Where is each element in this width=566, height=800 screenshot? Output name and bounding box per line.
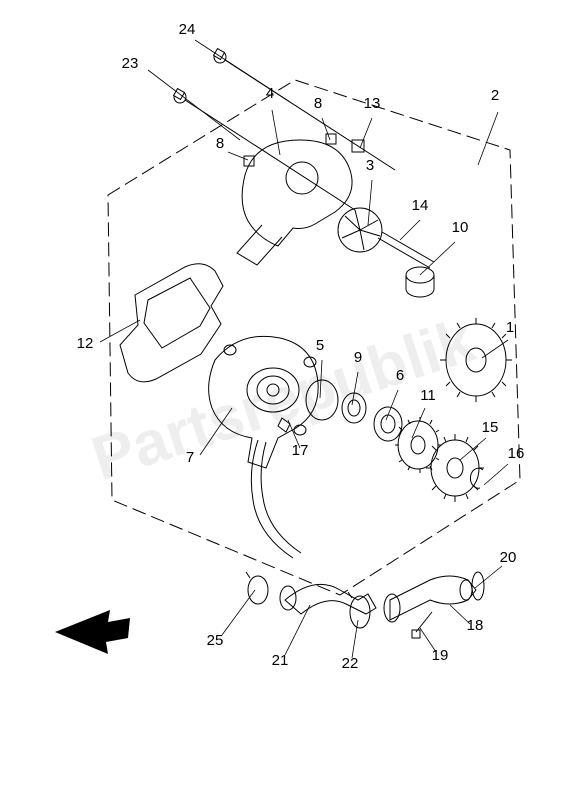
callout-14: 14 xyxy=(412,197,429,214)
callout-6: 6 xyxy=(396,367,404,384)
callout-17: 17 xyxy=(292,442,309,459)
clamp-25 xyxy=(246,572,268,604)
callout-5: 5 xyxy=(316,337,324,354)
callout-22: 22 xyxy=(342,655,359,672)
callout-16: 16 xyxy=(508,445,525,462)
callout-13: 13 xyxy=(364,95,381,112)
callout-19: 19 xyxy=(432,647,449,664)
callout-10: 10 xyxy=(452,219,469,236)
dashed-boundary xyxy=(108,80,520,595)
callout-23: 23 xyxy=(122,55,139,72)
gear-15 xyxy=(426,434,484,502)
callout-15: 15 xyxy=(482,419,499,436)
seal-10 xyxy=(406,267,434,297)
callout-21: 21 xyxy=(272,652,289,669)
diagram-canvas: 2423488132314101275961111516172018192221… xyxy=(0,0,566,800)
callout-2: 2 xyxy=(491,87,499,104)
circlip xyxy=(470,468,483,488)
bolt-19 xyxy=(412,612,432,638)
callout-8: 8 xyxy=(216,135,224,152)
callout-4: 4 xyxy=(266,85,274,102)
callout-3: 3 xyxy=(366,157,374,174)
callout-11: 11 xyxy=(420,387,436,404)
pipe-21 xyxy=(280,584,376,614)
callout-8: 8 xyxy=(314,95,322,112)
callout-9: 9 xyxy=(354,349,362,366)
impeller xyxy=(338,208,382,252)
o-ring-5 xyxy=(306,380,338,420)
callout-25: 25 xyxy=(207,632,224,649)
bolt-23 xyxy=(174,89,355,210)
callout-24: 24 xyxy=(179,21,196,38)
callout-20: 20 xyxy=(500,549,517,566)
shaft xyxy=(378,232,434,268)
callout-1: 1 xyxy=(506,319,514,336)
gear-1 xyxy=(440,318,512,402)
callout-18: 18 xyxy=(467,617,484,634)
callout-12: 12 xyxy=(77,335,94,352)
callout-7: 7 xyxy=(186,449,194,466)
direction-arrow xyxy=(55,610,130,654)
nut-8a xyxy=(326,134,336,144)
bearing-9 xyxy=(342,393,366,423)
bearing-6 xyxy=(374,407,402,441)
